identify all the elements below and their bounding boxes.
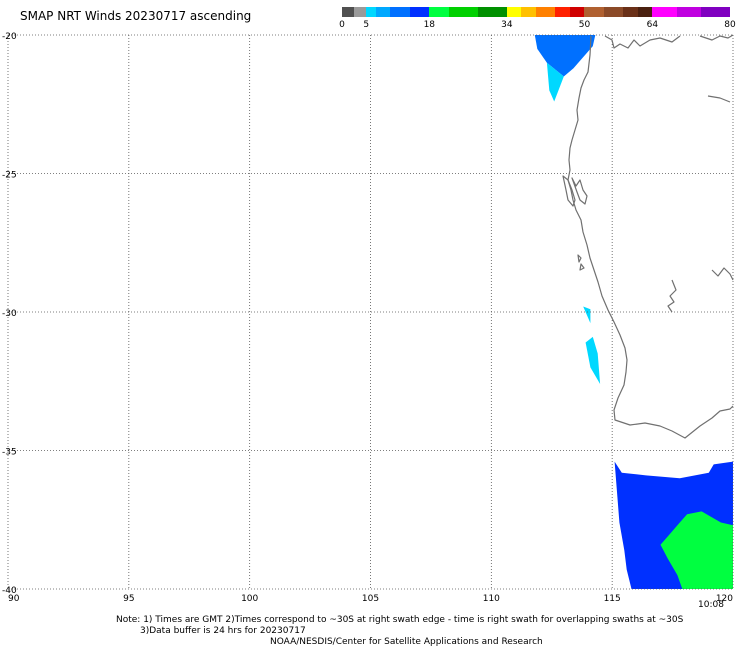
lon-tick-label: 110 bbox=[483, 594, 500, 604]
colorbar-segment bbox=[652, 7, 677, 17]
map-title: SMAP NRT Winds 20230717 ascending bbox=[20, 9, 252, 23]
coastline-north bbox=[604, 35, 681, 49]
wind-swath bbox=[534, 35, 596, 77]
colorbar-tick-label: 18 bbox=[423, 20, 436, 30]
note-line-2: 3)Data buffer is 24 hrs for 20230717 bbox=[140, 626, 306, 636]
coastline-island-2 bbox=[579, 263, 585, 271]
lon-tick-label: 95 bbox=[123, 594, 134, 604]
coastline-shark-bay bbox=[571, 177, 588, 205]
colorbar-segment bbox=[623, 7, 638, 17]
wind-swath bbox=[660, 511, 733, 589]
coastline bbox=[562, 34, 734, 439]
note-line-3: NOAA/NESDIS/Center for Satellite Applica… bbox=[270, 637, 543, 647]
colorbar-segment bbox=[409, 7, 430, 17]
lon-tick-label: 90 bbox=[8, 594, 20, 604]
colorbar-segment bbox=[354, 7, 367, 17]
colorbar-segment bbox=[569, 7, 585, 17]
coastline-peninsula bbox=[562, 175, 576, 207]
lon-tick-label: 120 bbox=[716, 594, 733, 604]
colorbar-segment bbox=[390, 7, 410, 17]
graticule bbox=[7, 34, 734, 590]
coastline-island-1 bbox=[577, 254, 582, 263]
lat-tick-label: -20 bbox=[2, 32, 17, 42]
lon-tick-label: 105 bbox=[362, 594, 379, 604]
colorbar-segment bbox=[637, 7, 653, 17]
coastline-inlet bbox=[707, 95, 731, 103]
axis-tick-labels: 90 95 100 105 110 115 120 -20 -25 -30 -35 -40 bbox=[2, 32, 733, 604]
colorbar-tick-label: 80 bbox=[724, 20, 736, 30]
note-line-1: Note: 1) Times are GMT 2)Times correspon… bbox=[116, 615, 684, 625]
colorbar-segment bbox=[366, 7, 376, 17]
coastline-bay-east bbox=[667, 279, 677, 313]
colorbar-tick-label: 5 bbox=[363, 20, 370, 30]
wind-map: 90 95 100 105 110 115 120 -20 -25 -30 -35 -40 bbox=[2, 32, 734, 604]
lat-tick-label: -35 bbox=[2, 448, 17, 458]
wind-speed-colorbar bbox=[342, 7, 730, 17]
lat-tick-label: -25 bbox=[2, 171, 17, 181]
wind-swath bbox=[585, 336, 601, 384]
colorbar-segment bbox=[429, 7, 449, 17]
colorbar-tick-label: 0 bbox=[339, 20, 345, 30]
colorbar-tick-label: 64 bbox=[646, 20, 659, 30]
lon-tick-label: 100 bbox=[241, 594, 258, 604]
colorbar-segment bbox=[506, 7, 522, 17]
colorbar-tick-label: 34 bbox=[501, 20, 513, 30]
lat-tick-label: -40 bbox=[2, 586, 17, 596]
colorbar-segment bbox=[555, 7, 570, 17]
colorbar-segment bbox=[521, 7, 536, 17]
wind-swaths bbox=[534, 35, 733, 589]
wind-swath bbox=[583, 306, 591, 324]
colorbar-segment bbox=[676, 7, 701, 17]
colorbar-segment bbox=[535, 7, 556, 17]
colorbar-segment bbox=[603, 7, 624, 17]
coastline-west-australia bbox=[567, 35, 734, 439]
lon-tick-label: 115 bbox=[604, 594, 621, 604]
lat-tick-label: -30 bbox=[2, 309, 17, 319]
colorbar-segment bbox=[584, 7, 604, 17]
colorbar-segment bbox=[700, 7, 730, 17]
colorbar-segment bbox=[342, 7, 355, 17]
wind-swath bbox=[546, 62, 564, 102]
colorbar-tick-label: 50 bbox=[578, 20, 591, 30]
colorbar-segment bbox=[375, 7, 391, 17]
coastline-gulf bbox=[699, 34, 734, 41]
swath-time-label: 10:08 bbox=[698, 600, 724, 610]
coastline-spencer bbox=[711, 267, 734, 281]
colorbar-segment bbox=[448, 7, 478, 17]
colorbar-segment bbox=[477, 7, 507, 17]
